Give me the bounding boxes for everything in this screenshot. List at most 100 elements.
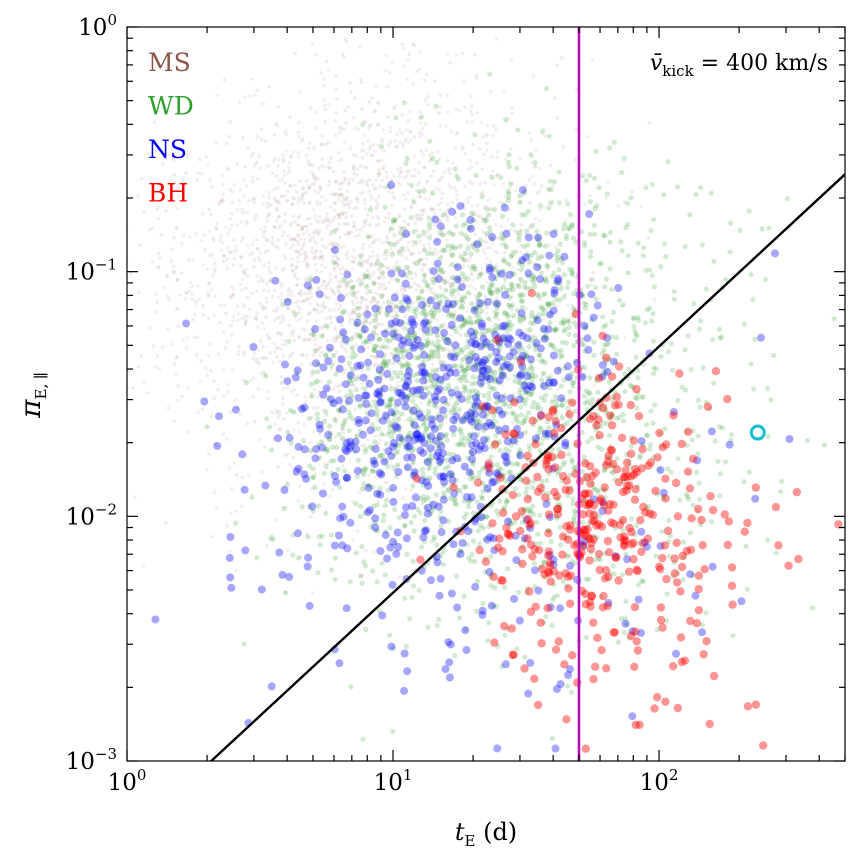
data-point-ms bbox=[384, 405, 389, 410]
data-point-ms bbox=[279, 375, 284, 379]
data-point-wd bbox=[554, 326, 560, 332]
data-point-ms bbox=[465, 379, 470, 384]
data-point-ms bbox=[303, 400, 308, 404]
data-point-ms bbox=[224, 437, 229, 442]
data-point-ms bbox=[244, 286, 248, 291]
data-point-wd bbox=[548, 539, 554, 545]
data-point-ms bbox=[185, 152, 189, 156]
data-point-wd bbox=[379, 269, 385, 276]
data-point-ms bbox=[482, 152, 486, 157]
data-point-wd bbox=[486, 212, 492, 218]
data-point-ms bbox=[293, 220, 297, 224]
data-point-wd bbox=[342, 468, 348, 474]
data-point-ms bbox=[264, 300, 269, 305]
data-point-ms bbox=[260, 470, 264, 475]
data-point-ms bbox=[507, 207, 512, 212]
data-point-wd bbox=[404, 551, 410, 557]
data-point-ms bbox=[304, 353, 309, 358]
data-point-wd bbox=[582, 365, 588, 371]
data-point-ms bbox=[327, 166, 332, 170]
data-point-ms bbox=[386, 313, 391, 318]
data-point-ms bbox=[301, 259, 306, 264]
data-point-wd bbox=[312, 484, 318, 490]
data-point-ms bbox=[225, 246, 230, 250]
data-point-wd bbox=[287, 407, 293, 413]
data-point-ns bbox=[587, 290, 596, 299]
data-point-ms bbox=[337, 151, 341, 155]
data-point-ms bbox=[307, 161, 311, 166]
data-point-wd bbox=[410, 583, 417, 589]
data-point-wd bbox=[432, 466, 438, 472]
data-point-ms bbox=[150, 226, 154, 231]
data-point-ms bbox=[327, 160, 332, 165]
data-point-wd bbox=[579, 469, 586, 475]
data-point-ms bbox=[200, 211, 205, 216]
data-point-wd bbox=[444, 437, 450, 443]
data-point-wd bbox=[326, 379, 332, 385]
data-point-ms bbox=[361, 142, 366, 146]
data-point-wd bbox=[385, 431, 391, 437]
data-point-ms bbox=[328, 315, 333, 319]
data-point-wd bbox=[466, 503, 472, 510]
data-point-ms bbox=[382, 220, 387, 224]
data-point-ns bbox=[417, 301, 426, 309]
data-point-wd bbox=[648, 318, 655, 324]
data-point-wd bbox=[565, 683, 571, 689]
data-point-wd bbox=[349, 344, 355, 350]
data-point-ms bbox=[228, 120, 232, 124]
data-point-ms bbox=[439, 201, 443, 205]
data-point-wd bbox=[434, 542, 440, 548]
data-point-ms bbox=[460, 51, 465, 56]
data-point-ms bbox=[469, 104, 474, 109]
data-point-ms bbox=[369, 341, 373, 346]
data-point-ms bbox=[449, 333, 453, 337]
data-point-ns bbox=[407, 327, 416, 335]
data-point-ms bbox=[360, 368, 365, 373]
data-point-ms bbox=[174, 307, 178, 312]
data-point-wd bbox=[589, 276, 595, 282]
data-point-ms bbox=[445, 159, 450, 163]
data-point-ns bbox=[393, 423, 401, 432]
data-point-wd bbox=[544, 230, 550, 236]
data-point-ms bbox=[188, 280, 193, 285]
data-point-ms bbox=[321, 279, 326, 284]
data-point-wd bbox=[583, 178, 590, 184]
data-point-wd bbox=[243, 380, 249, 386]
data-point-ms bbox=[157, 367, 161, 372]
data-point-ms bbox=[453, 345, 458, 350]
data-point-ms bbox=[372, 296, 377, 300]
data-point-ms bbox=[156, 251, 161, 256]
data-point-wd bbox=[631, 315, 637, 321]
data-point-ms bbox=[277, 178, 282, 183]
data-point-ms bbox=[295, 264, 299, 269]
data-point-ms bbox=[446, 110, 450, 114]
data-point-ms bbox=[510, 106, 514, 110]
data-point-ms bbox=[229, 250, 233, 254]
data-point-ms bbox=[243, 165, 247, 169]
data-point-wd bbox=[470, 374, 476, 380]
data-point-ms bbox=[243, 272, 247, 276]
data-point-ms bbox=[300, 353, 304, 357]
data-point-ns bbox=[311, 325, 320, 333]
data-point-ms bbox=[272, 187, 277, 191]
data-point-wd bbox=[632, 328, 638, 334]
data-point-wd bbox=[650, 338, 657, 344]
data-point-wd bbox=[315, 503, 322, 509]
data-point-ms bbox=[393, 104, 397, 109]
data-point-ms bbox=[406, 267, 411, 272]
data-point-ms bbox=[536, 191, 540, 195]
data-point-ms bbox=[334, 111, 338, 115]
data-point-ms bbox=[360, 246, 365, 251]
data-point-ms bbox=[360, 382, 365, 386]
data-point-ms bbox=[395, 313, 399, 318]
data-point-wd bbox=[497, 447, 503, 453]
data-point-ms bbox=[630, 190, 634, 194]
data-point-ms bbox=[442, 278, 446, 283]
data-point-ms bbox=[344, 202, 349, 207]
data-point-ms bbox=[415, 228, 420, 233]
data-point-ms bbox=[336, 290, 341, 294]
data-point-ms bbox=[325, 211, 329, 216]
data-point-ms bbox=[463, 206, 467, 211]
data-point-wd bbox=[559, 415, 565, 421]
data-point-ms bbox=[401, 46, 406, 51]
